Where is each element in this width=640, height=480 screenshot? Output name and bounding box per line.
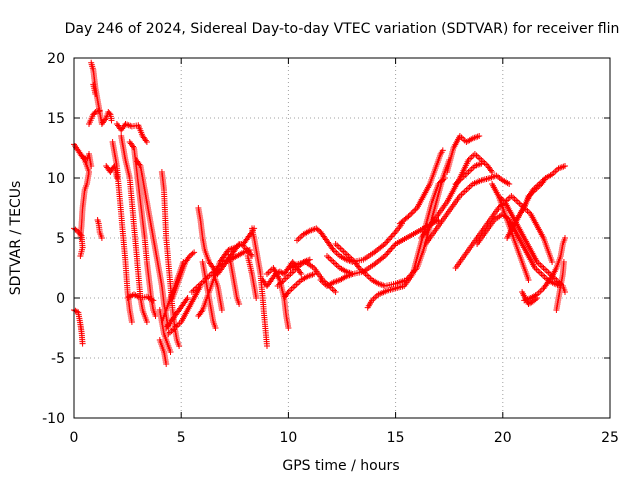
data-point-markers: [71, 307, 86, 347]
series-trace-al: [317, 271, 356, 289]
data-point-markers: [90, 81, 99, 97]
y-tick-label: 5: [56, 231, 65, 247]
data-point-markers: [225, 253, 243, 307]
data-point-markers: [553, 259, 567, 313]
series-trace-ba: [519, 289, 541, 307]
data-points: [71, 59, 568, 367]
series-trace-b: [71, 307, 86, 347]
y-tick-label: 20: [47, 51, 65, 67]
series-trace-u: [165, 283, 204, 337]
chart-title: Day 246 of 2024, Sidereal Day-to-day VTE…: [65, 21, 620, 37]
data-point-markers: [281, 271, 318, 301]
data-point-markers: [244, 253, 260, 301]
x-axis-ticks: 0 5 10 15 20 25: [70, 58, 619, 446]
grid: [74, 58, 610, 418]
y-tick-label: -5: [51, 351, 65, 367]
series-trace-an: [364, 175, 448, 311]
x-tick-label: 15: [387, 430, 405, 446]
y-tick-label: 0: [56, 291, 65, 307]
series-trace-as: [452, 160, 485, 187]
series-trace-l: [118, 133, 150, 325]
x-tick-label: 25: [601, 430, 619, 446]
y-axis-label: SDTVAR / TECUs: [8, 181, 24, 296]
data-point-markers: [287, 259, 339, 295]
series-trace-av: [489, 181, 532, 283]
series-trace-ar: [444, 133, 483, 175]
data-point-markers: [489, 181, 532, 283]
data-point-markers: [317, 271, 356, 289]
data-point-markers: [86, 107, 103, 127]
series-trace-g: [90, 81, 99, 97]
data-point-markers: [94, 217, 105, 241]
data-point-markers: [364, 175, 448, 311]
x-tick-label: 0: [70, 430, 79, 446]
y-tick-label: 10: [47, 171, 65, 187]
series-trace-h: [94, 217, 105, 241]
y-tick-label: 15: [47, 111, 65, 127]
y-axis-ticks: -10 -5 0 5 10 15 20: [42, 51, 610, 427]
series-trace-bb: [553, 259, 567, 313]
data-point-markers: [109, 139, 135, 325]
series-trace-o: [124, 291, 157, 304]
data-point-markers: [118, 133, 150, 325]
series-trace-ao: [396, 147, 446, 227]
data-point-markers: [79, 151, 95, 169]
data-point-markers: [165, 283, 204, 337]
y-tick-label: -10: [42, 411, 65, 427]
series-trace-t: [163, 295, 191, 331]
series-trace-ai: [287, 259, 339, 295]
series-trace-v: [169, 249, 198, 301]
data-point-markers: [452, 160, 485, 187]
data-point-markers: [504, 175, 549, 241]
data-point-markers: [444, 133, 483, 175]
data-point-markers: [113, 121, 150, 145]
series-trace-aw: [495, 193, 568, 295]
series-trace-at: [452, 193, 556, 271]
series-trace-ay: [504, 175, 549, 241]
x-axis-label: GPS time / hours: [282, 458, 399, 474]
series-trace-ag: [281, 271, 318, 301]
data-point-markers: [249, 225, 270, 349]
data-point-markers: [156, 337, 170, 367]
data-point-markers: [169, 249, 198, 301]
data-point-markers: [396, 147, 446, 227]
series-trace-ab: [225, 253, 243, 307]
series-trace-aq: [422, 172, 513, 247]
x-tick-label: 10: [279, 430, 297, 446]
x-tick-label: 5: [177, 430, 186, 446]
data-point-markers: [210, 271, 225, 313]
series-trace-ad: [244, 253, 260, 301]
series-trace-r: [156, 337, 170, 367]
series-trace-k: [109, 139, 135, 325]
x-tick-label: 20: [494, 430, 512, 446]
data-point-markers: [519, 289, 541, 307]
data-point-markers: [495, 193, 568, 295]
data-point-markers: [422, 172, 513, 247]
series-trace-z: [199, 259, 219, 331]
data-point-markers: [199, 259, 219, 331]
series-trace-j: [113, 121, 150, 145]
series-trace-f: [86, 107, 103, 127]
data-point-markers: [452, 193, 556, 271]
data-point-markers: [124, 291, 157, 304]
series-trace-aa: [210, 271, 225, 313]
data-point-markers: [163, 295, 191, 331]
series-trace-d: [79, 151, 95, 169]
series-trace-ac: [249, 225, 270, 349]
